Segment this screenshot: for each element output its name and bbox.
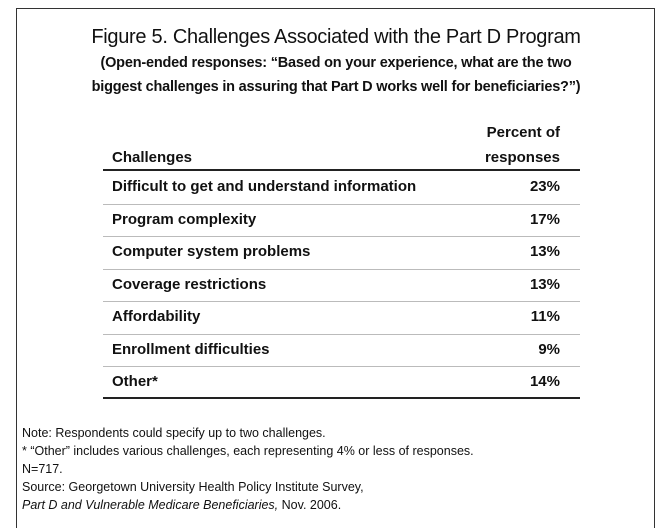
- header-rule: [103, 169, 580, 171]
- table-rule: [103, 397, 580, 399]
- header-cell: Challenges: [112, 149, 193, 166]
- row-value: 17%: [529, 210, 560, 228]
- row-value: 9%: [538, 340, 560, 358]
- row-label: Enrollment difficulties: [112, 340, 270, 358]
- note: Source: Georgetown University Health Pol…: [22, 480, 364, 494]
- note: N=717.: [22, 462, 63, 476]
- title: Figure 5. Challenges Associated with the…: [91, 26, 581, 48]
- row-separator: [103, 366, 580, 367]
- frame: [16, 8, 655, 528]
- row-value: 13%: [529, 275, 560, 293]
- row-label: Program complexity: [112, 210, 257, 228]
- row-label: Affordability: [112, 308, 201, 325]
- subtitle: biggest challenges in assuring that Part…: [91, 79, 581, 95]
- header-cell: responses: [484, 149, 560, 166]
- row-label: Difficult to get and understand informat…: [112, 178, 417, 195]
- row-value: 13%: [529, 243, 560, 260]
- row-value: 11%: [530, 308, 560, 325]
- header-cell: Percent of: [486, 124, 560, 141]
- row-label: Computer system problems: [112, 243, 311, 260]
- row-label: Other*: [112, 373, 158, 390]
- row-value: 23%: [529, 178, 560, 195]
- source-title: Part D and Vulnerable Medicare Beneficia…: [22, 498, 279, 512]
- row-separator: [103, 268, 580, 270]
- note: * “Other” includes various challenges, e…: [22, 444, 474, 458]
- note: Note: Respondents could specify up to tw…: [22, 426, 326, 440]
- source-line: Part D and Vulnerable Medicare Beneficia…: [22, 498, 341, 512]
- row-separator: [103, 333, 580, 335]
- row-value: 14%: [529, 373, 560, 390]
- row-label: Coverage restrictions: [112, 275, 267, 293]
- row-separator: [103, 203, 580, 205]
- row-separator: [103, 301, 580, 302]
- subtitle: (Open-ended responses: “Based on your ex…: [100, 55, 572, 71]
- source-date: Nov. 2006.: [278, 498, 342, 512]
- row-separator: [103, 236, 580, 237]
